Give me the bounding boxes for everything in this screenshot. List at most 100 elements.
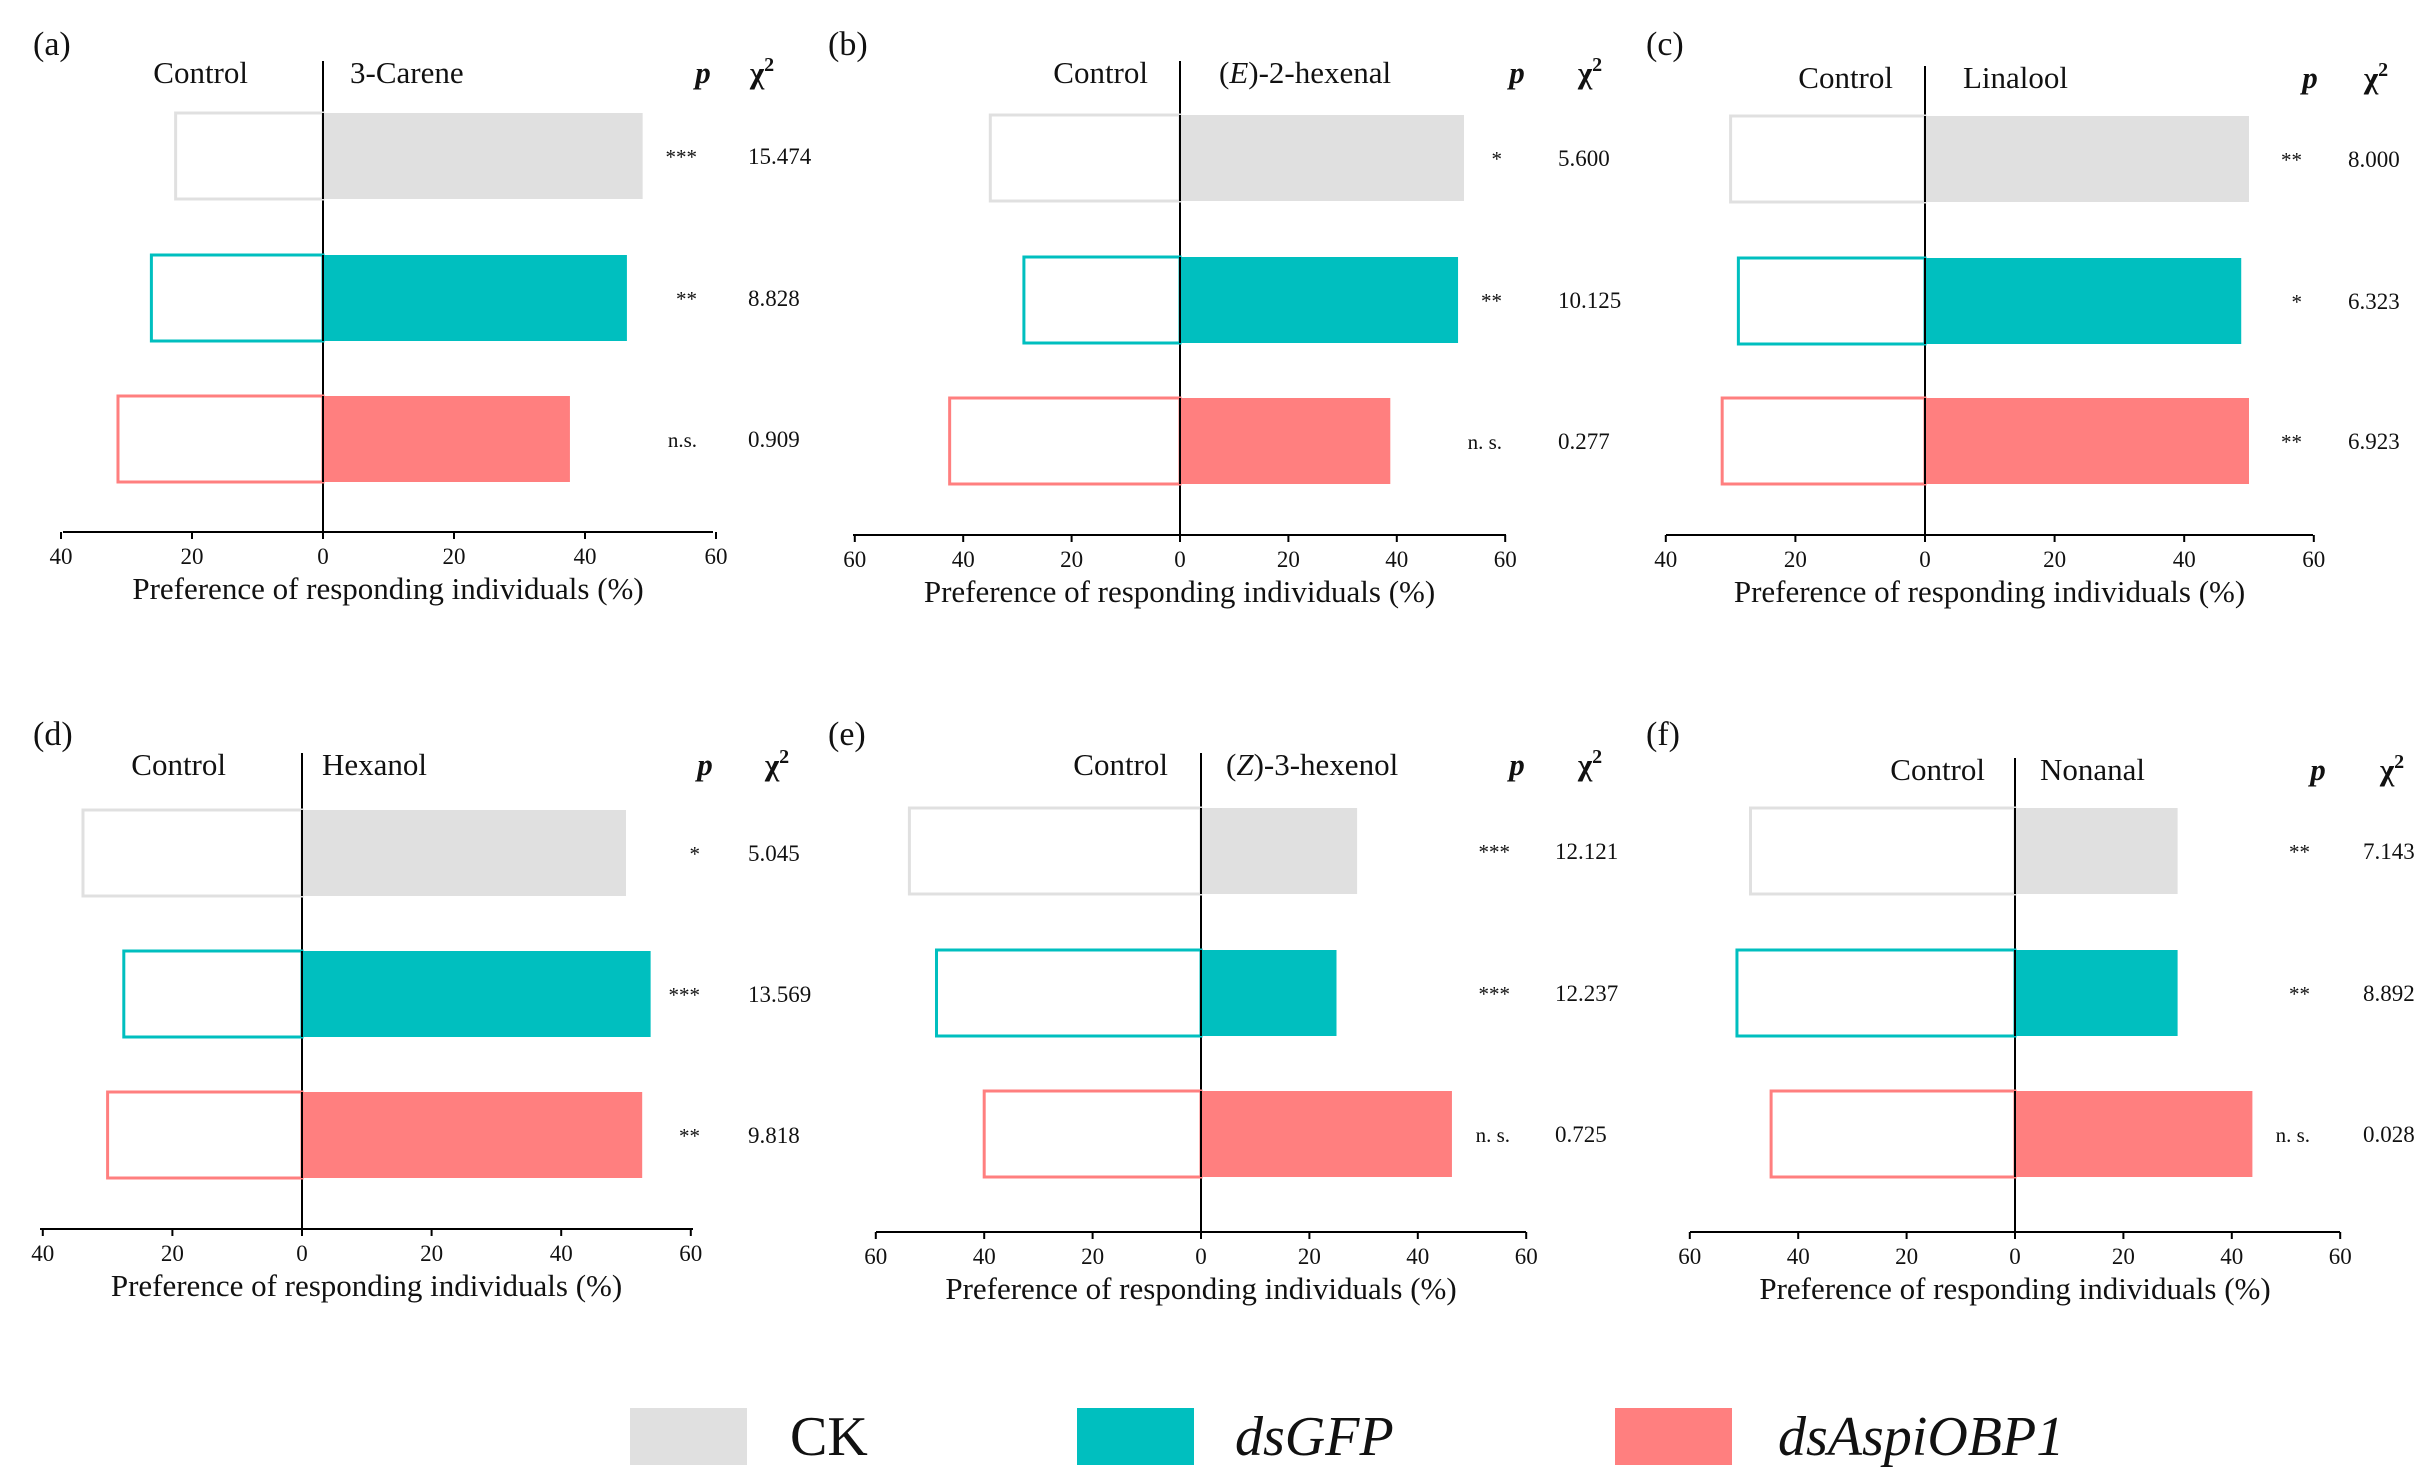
bar-control-dsGFP xyxy=(149,253,325,343)
significance-label: * xyxy=(2292,290,2303,314)
x-tick-label: 40 xyxy=(1787,1244,1810,1269)
chi-square-value: 10.125 xyxy=(1558,288,1621,313)
control-header: Control xyxy=(1073,747,1168,782)
x-tick-label: 20 xyxy=(161,1241,184,1266)
bar-treatment-dsGFP xyxy=(302,951,651,1037)
chi-symbol: χ xyxy=(1577,55,1593,90)
bar-control-dsGFP xyxy=(122,949,304,1039)
chi-square-value: 5.600 xyxy=(1558,146,1610,171)
x-tick-label: 40 xyxy=(2173,547,2196,572)
significance-label: ** xyxy=(2289,982,2310,1006)
chi-square-value: 6.323 xyxy=(2348,289,2400,314)
chi-square-value: 9.818 xyxy=(748,1123,800,1148)
bar-control-dsGFP xyxy=(1736,256,1927,346)
x-axis-label: Preference of responding individuals (%) xyxy=(924,574,1435,609)
significance-label: n. s. xyxy=(1476,1123,1510,1147)
x-tick-label: 60 xyxy=(679,1241,702,1266)
significance-label: *** xyxy=(1479,982,1511,1006)
x-axis-label: Preference of responding individuals (%) xyxy=(1759,1271,2270,1306)
legend: CK dsGFP dsAspiOBP1 xyxy=(630,1406,2064,1468)
x-tick-label: 20 xyxy=(1784,547,1807,572)
bar-control-CK xyxy=(907,806,1203,896)
p-header: p xyxy=(692,55,711,90)
chi-square-header: χ2 xyxy=(2379,751,2404,787)
significance-label: n. s. xyxy=(1468,430,1502,454)
legend-swatch-dsAspiOBP1 xyxy=(1615,1408,1732,1465)
compound-italic: E xyxy=(1228,55,1248,90)
x-axis-label: Preference of responding individuals (%) xyxy=(132,571,643,606)
legend-swatch-dsGFP xyxy=(1077,1408,1194,1465)
x-tick-label: 20 xyxy=(443,544,466,569)
x-tick-label: 60 xyxy=(2302,547,2325,572)
chi-square-value: 0.277 xyxy=(1558,429,1610,454)
compound-header: Hexanol xyxy=(322,747,427,782)
chi-square-value: 6.923 xyxy=(2348,429,2400,454)
chi-square-value: 0.909 xyxy=(748,427,800,452)
chi-square-header: χ2 xyxy=(764,746,789,782)
chi-square-value: 12.121 xyxy=(1555,839,1618,864)
compound-prefix: ( xyxy=(1219,55,1229,90)
chi-superscript: 2 xyxy=(1592,54,1602,76)
chi-symbol: χ xyxy=(764,747,780,782)
bar-control-dsAspiOBP1 xyxy=(116,394,325,484)
chi-superscript: 2 xyxy=(764,54,774,76)
compound-suffix: )-2-hexenal xyxy=(1248,55,1391,90)
control-header: Control xyxy=(1890,752,1985,787)
chi-square-value: 0.028 xyxy=(2363,1122,2415,1147)
chart-panel-1: (a) Control 3-Carene p χ2 *** 15.474 ** 8.828 n.s… xyxy=(33,26,812,606)
bar-treatment-dsAspiOBP1 xyxy=(2015,1091,2253,1177)
control-header: Control xyxy=(1053,55,1148,90)
bar-treatment-CK xyxy=(323,113,643,199)
significance-label: ** xyxy=(2281,430,2302,454)
x-tick-label: 20 xyxy=(1081,1244,1104,1269)
x-tick-label: 60 xyxy=(705,544,728,569)
bar-treatment-CK xyxy=(1925,116,2249,202)
compound-header: (Z)-3-hexenol xyxy=(1226,747,1398,782)
bar-control-CK xyxy=(1729,114,1927,204)
bar-treatment-dsAspiOBP1 xyxy=(1925,398,2249,484)
compound-header: Linalool xyxy=(1963,60,2068,95)
bar-treatment-dsGFP xyxy=(1201,950,1337,1036)
x-tick-label: 0 xyxy=(1174,547,1186,572)
bar-treatment-dsGFP xyxy=(2015,950,2178,1036)
chi-square-value: 7.143 xyxy=(2363,839,2415,864)
bar-control-dsGFP xyxy=(1735,948,2017,1038)
chi-symbol: χ xyxy=(1577,747,1593,782)
chart-panel-3: (c) Control Linalool p χ2 ** 8.000 * 6.323 ** 6.92… xyxy=(1646,26,2400,609)
chart-panel-5: (e) Control (Z)-3-hexenol p χ2 *** 12.121 *** 12… xyxy=(828,716,1618,1306)
panel-label: (c) xyxy=(1646,26,1684,63)
legend-label-CK: CK xyxy=(790,1406,868,1468)
chi-square-value: 8.000 xyxy=(2348,147,2400,172)
compound-suffix: )-3-hexenol xyxy=(1254,747,1399,782)
bar-control-dsAspiOBP1 xyxy=(1769,1089,2017,1179)
chi-symbol: χ xyxy=(2379,752,2395,787)
bar-treatment-CK xyxy=(302,810,626,896)
x-tick-label: 20 xyxy=(1298,1244,1321,1269)
chart-panel-4: (d) Control Hexanol p χ2 * 5.045 *** 13.569 ** 9.8… xyxy=(31,716,811,1303)
chi-square-header: χ2 xyxy=(1577,746,1602,782)
x-tick-label: 0 xyxy=(1195,1244,1207,1269)
significance-label: ** xyxy=(2289,840,2310,864)
compound-prefix: ( xyxy=(1226,747,1236,782)
x-tick-label: 20 xyxy=(2043,547,2066,572)
significance-label: *** xyxy=(666,145,698,169)
x-tick-label: 0 xyxy=(296,1241,308,1266)
panel-label: (b) xyxy=(828,26,868,63)
compound-header: Nonanal xyxy=(2040,752,2145,787)
bar-treatment-dsGFP xyxy=(323,255,627,341)
bar-control-CK xyxy=(1749,806,2017,896)
x-tick-label: 0 xyxy=(2009,1244,2021,1269)
bar-treatment-dsAspiOBP1 xyxy=(302,1092,643,1178)
panel-label: (e) xyxy=(828,716,866,753)
compound-header: 3-Carene xyxy=(350,55,464,90)
bar-treatment-dsAspiOBP1 xyxy=(1201,1091,1452,1177)
chart-panel-6: (f) Control Nonanal p χ2 ** 7.143 ** 8.892 n. s. 0… xyxy=(1646,716,2415,1306)
bar-control-CK xyxy=(988,113,1182,203)
x-tick-label: 60 xyxy=(864,1244,887,1269)
x-tick-label: 20 xyxy=(181,544,204,569)
bar-control-dsAspiOBP1 xyxy=(948,396,1182,486)
control-header: Control xyxy=(153,55,248,90)
p-header: p xyxy=(1506,55,1525,90)
panel-label: (a) xyxy=(33,26,71,63)
chi-square-value: 13.569 xyxy=(748,982,811,1007)
